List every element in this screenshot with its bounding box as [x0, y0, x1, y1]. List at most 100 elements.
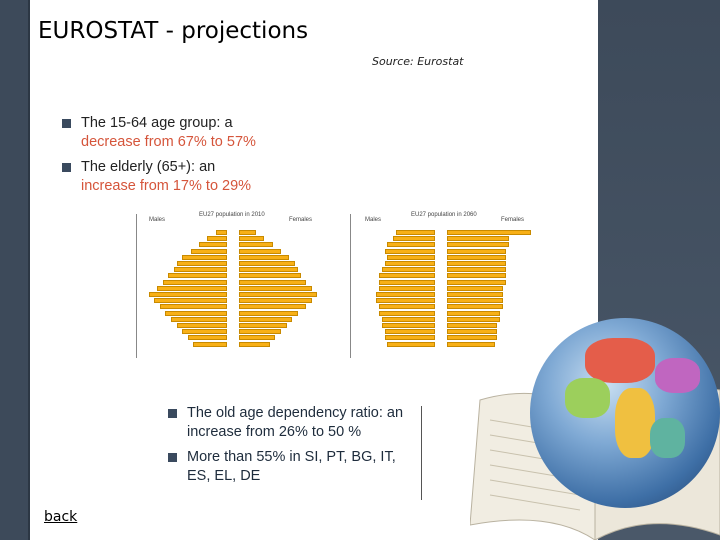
pyramid-bar-male: [176, 323, 227, 328]
bullet-working-age: The 15-64 age group: a decrease from 67%…: [62, 114, 362, 152]
continent-shape: [655, 358, 700, 393]
pyramid-bar-female: [447, 230, 531, 235]
pyramid-bar-female: [239, 298, 312, 304]
bullet-square-icon: [168, 409, 177, 418]
pyramid-bar-male: [193, 341, 227, 347]
pyramid-bar-male: [384, 248, 435, 254]
pyramid-left-label: Males: [365, 217, 382, 223]
pyramid-bar-male: [387, 254, 435, 260]
bullet-text-b: from 17% to 29%: [135, 178, 252, 194]
pyramid-bar-male: [384, 329, 435, 335]
pyramid-bar-female: [447, 335, 498, 341]
bullet-square-icon: [62, 163, 71, 172]
pyramid-bar-male: [215, 230, 227, 235]
pyramid-bar-female: [447, 310, 501, 316]
bullet-text: The old age dependency ratio: an increas…: [187, 405, 404, 440]
pyramid-bar-male: [395, 230, 435, 235]
pyramid-bar-male: [176, 261, 227, 266]
pyramid-right-label: Females: [501, 217, 525, 223]
pyramid-bar-male: [387, 341, 435, 347]
bullet-emphasis-decrease: decrease: [81, 134, 141, 150]
pyramid-bar-male: [182, 329, 227, 335]
bullet-square-icon: [62, 119, 71, 128]
bottom-bullet-list: The old age dependency ratio: an increas…: [168, 404, 408, 492]
pyramid-bar-female: [239, 230, 256, 235]
pyramid-bar-female: [447, 242, 509, 248]
pyramid-title: EU27 population in 2010: [199, 212, 265, 218]
pyramid-bar-male: [154, 298, 227, 304]
pyramid-bar-male: [393, 236, 435, 242]
pyramid-right-label: Females: [289, 217, 313, 223]
pyramid-left-label: Males: [149, 217, 166, 223]
pyramid-bar-male: [159, 304, 227, 310]
pyramid-bar-male: [187, 335, 227, 341]
pyramid-bar-female: [239, 254, 290, 260]
pyramid-bar-male: [381, 323, 435, 328]
pyramid-bar-male: [379, 279, 435, 285]
pyramid-bar-female: [239, 285, 312, 291]
pyramid-bar-male: [379, 304, 435, 310]
pyramid-bar-male: [165, 310, 227, 316]
pyramid-title: EU27 population in 2060: [411, 212, 477, 218]
pyramid-bar-female: [447, 279, 506, 285]
bullet-text-a: The 15-64 age group: a: [81, 115, 233, 131]
pyramid-bar-male: [168, 273, 227, 279]
bullet-dependency-ratio: The old age dependency ratio: an increas…: [168, 404, 408, 442]
pyramid-bar-male: [381, 316, 435, 322]
bullet-elderly: The elderly (65+): an increase from 17% …: [62, 158, 362, 196]
top-bullet-list: The 15-64 age group: a decrease from 67%…: [62, 114, 362, 202]
slide-title: EUROSTAT - projections: [38, 18, 309, 44]
pyramid-bar-male: [207, 236, 227, 242]
pyramid-bar-female: [447, 285, 503, 291]
pyramid-bar-female: [239, 242, 273, 248]
pyramid-bar-female: [239, 273, 301, 279]
pyramid-bar-female: [447, 261, 506, 266]
pyramid-bar-male: [190, 248, 227, 254]
pyramid-bar-female: [447, 248, 506, 254]
pyramid-bar-female: [447, 298, 503, 304]
bullet-emphasis-increase: increase: [81, 178, 136, 194]
pyramid-bar-female: [239, 304, 307, 310]
pyramid-bar-female: [239, 292, 318, 297]
pyramid-bar-female: [447, 329, 498, 335]
vertical-divider: [421, 406, 422, 500]
continent-shape: [615, 388, 655, 458]
pyramid-bar-male: [376, 298, 435, 304]
pyramid-bar-male: [171, 316, 227, 322]
bullet-text-a: The elderly (65+): an: [81, 159, 216, 175]
bullet-text: More than 55% in SI, PT, BG, IT, ES, EL,…: [187, 449, 396, 484]
pyramid-bar-male: [381, 267, 435, 273]
pyramid-bar-female: [447, 304, 503, 310]
pyramid-bar-male: [376, 292, 435, 297]
population-pyramid-2010: Males EU27 population in 2010 Females: [136, 212, 349, 358]
pyramid-bar-male: [379, 285, 435, 291]
bullet-square-icon: [168, 453, 177, 462]
pyramid-bar-male: [387, 242, 435, 248]
pyramid-bar-female: [447, 316, 501, 322]
pyramid-bar-female: [239, 341, 270, 347]
pyramid-bar-male: [148, 292, 227, 297]
pyramid-bar-male: [384, 335, 435, 341]
back-link[interactable]: back: [44, 509, 78, 525]
source-caption: Source: Eurostat: [372, 55, 464, 68]
pyramid-bar-female: [447, 323, 498, 328]
pyramid-bar-female: [239, 248, 281, 254]
pyramid-bar-female: [239, 310, 298, 316]
pyramid-bar-female: [239, 323, 287, 328]
globe-image: [530, 318, 720, 508]
pyramid-bar-female: [239, 316, 293, 322]
pyramid-bar-female: [447, 341, 495, 347]
pyramid-bar-female: [447, 292, 503, 297]
pyramid-bar-female: [239, 329, 281, 335]
pyramid-bar-male: [162, 279, 227, 285]
pyramid-bar-male: [157, 285, 227, 291]
pyramid-bar-male: [379, 310, 435, 316]
pyramid-bar-female: [447, 273, 506, 279]
pyramid-bar-female: [239, 279, 307, 285]
pyramid-bar-male: [182, 254, 227, 260]
pyramid-bar-female: [447, 267, 506, 273]
continent-shape: [565, 378, 610, 418]
continent-shape: [585, 338, 655, 383]
pyramid-bar-female: [447, 254, 506, 260]
pyramid-bar-male: [384, 261, 435, 266]
